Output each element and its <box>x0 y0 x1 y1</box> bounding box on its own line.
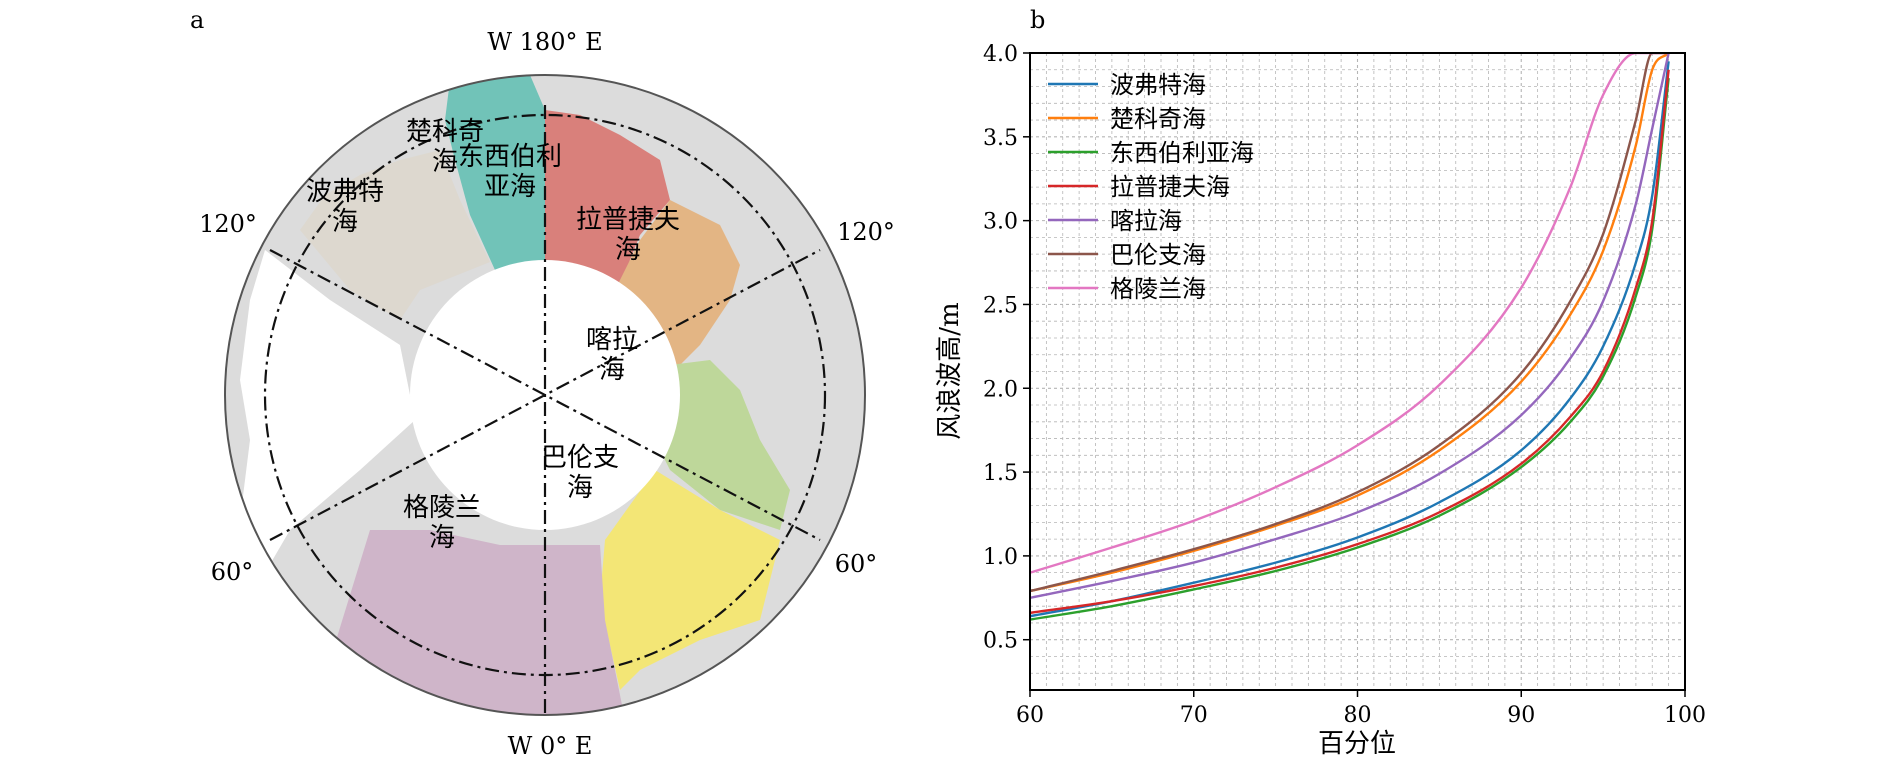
x-axis-ticks: 60 70 80 90 100 <box>1016 690 1706 728</box>
sea-label-line: 海 <box>599 355 625 385</box>
y-axis-ticks: 0.5 1.0 1.5 2.0 2.5 3.0 3.5 4.0 <box>983 42 1030 654</box>
series-line-2 <box>1030 53 1670 593</box>
y-tick-label: 0.5 <box>983 629 1018 654</box>
series-line-1 <box>1030 61 1670 618</box>
sea-label-line: 海 <box>615 235 641 265</box>
series-line-4 <box>1030 69 1670 615</box>
y-tick-label: 1.5 <box>983 461 1018 486</box>
sea-region-greenland <box>330 530 625 715</box>
y-tick-label: 2.0 <box>983 377 1018 402</box>
degree-label-left-top: 120° <box>199 210 257 238</box>
sea-label-line: 东西伯利 <box>458 142 562 172</box>
ocean-west <box>240 250 415 590</box>
y-axis-label: 风浪波高/m <box>935 302 965 439</box>
x-tick-label: 60 <box>1016 703 1044 728</box>
degree-label-right-bottom: 60° <box>835 550 878 578</box>
sea-region-barents <box>600 470 780 690</box>
grid <box>1029 52 1686 691</box>
legend-label: 喀拉海 <box>1110 207 1182 235</box>
legend-label: 东西伯利亚海 <box>1110 139 1254 167</box>
sea-label-laptev: 拉普捷夫海 <box>576 205 680 265</box>
sea-label-east-siberian: 东西伯利亚海 <box>458 142 562 202</box>
x-tick-label: 100 <box>1664 703 1706 728</box>
series-line-3 <box>1030 78 1670 621</box>
panel-label-b: b <box>1030 6 1045 34</box>
x-axis-label: 百分位 <box>1318 729 1396 759</box>
legend-label: 巴伦支海 <box>1110 241 1206 269</box>
sea-label-line: 海 <box>432 147 458 177</box>
sea-label-kara: 喀拉海 <box>586 325 638 385</box>
x-tick-label: 80 <box>1344 703 1372 728</box>
panel-label-a: a <box>190 6 204 34</box>
y-tick-label: 2.5 <box>983 293 1018 318</box>
series-line-5 <box>1030 53 1670 599</box>
sea-label-line: 巴伦支 <box>541 443 619 473</box>
sea-region-beaufort <box>300 150 490 320</box>
sea-region-chukchi <box>445 75 545 270</box>
sea-label-line: 喀拉 <box>586 325 638 355</box>
sea-label-chukchi: 楚科奇海 <box>406 117 484 177</box>
graticule <box>263 105 827 715</box>
sea-label-line: 格陵兰 <box>403 493 481 523</box>
sea-label-line: 海 <box>332 207 358 237</box>
degree-label-right-top: 120° <box>837 218 895 246</box>
legend-label: 格陵兰海 <box>1110 275 1206 303</box>
sea-label-beaufort: 波弗特海 <box>306 177 384 237</box>
legend-label: 楚科奇海 <box>1110 105 1206 133</box>
sea-region-east-siberian <box>545 110 670 290</box>
orientation-top-label: W 180° E <box>487 28 602 56</box>
sea-label-line: 亚海 <box>484 172 536 202</box>
y-tick-label: 3.5 <box>983 126 1018 151</box>
sea-label-line: 拉普捷夫 <box>576 205 680 235</box>
legend-label: 波弗特海 <box>1110 71 1206 99</box>
y-tick-label: 4.0 <box>983 42 1018 67</box>
sea-label-barents: 巴伦支海 <box>541 443 619 503</box>
sea-label-line: 波弗特 <box>306 177 384 207</box>
degree-label-left-bottom: 60° <box>211 558 254 586</box>
sea-label-line: 海 <box>429 523 455 553</box>
sea-region-kara <box>655 360 790 530</box>
x-tick-label: 90 <box>1507 703 1535 728</box>
legend-label: 拉普捷夫海 <box>1110 173 1230 201</box>
series-line-6 <box>1030 53 1669 593</box>
orientation-bottom-label: W 0° E <box>508 732 593 760</box>
x-tick-label: 70 <box>1180 703 1208 728</box>
sea-label-greenland: 格陵兰海 <box>403 493 481 553</box>
sea-label-line: 海 <box>567 473 593 503</box>
y-tick-label: 1.0 <box>983 545 1018 570</box>
y-tick-label: 3.0 <box>983 210 1018 235</box>
sea-label-line: 楚科奇 <box>406 117 484 147</box>
map-border <box>224 74 866 716</box>
